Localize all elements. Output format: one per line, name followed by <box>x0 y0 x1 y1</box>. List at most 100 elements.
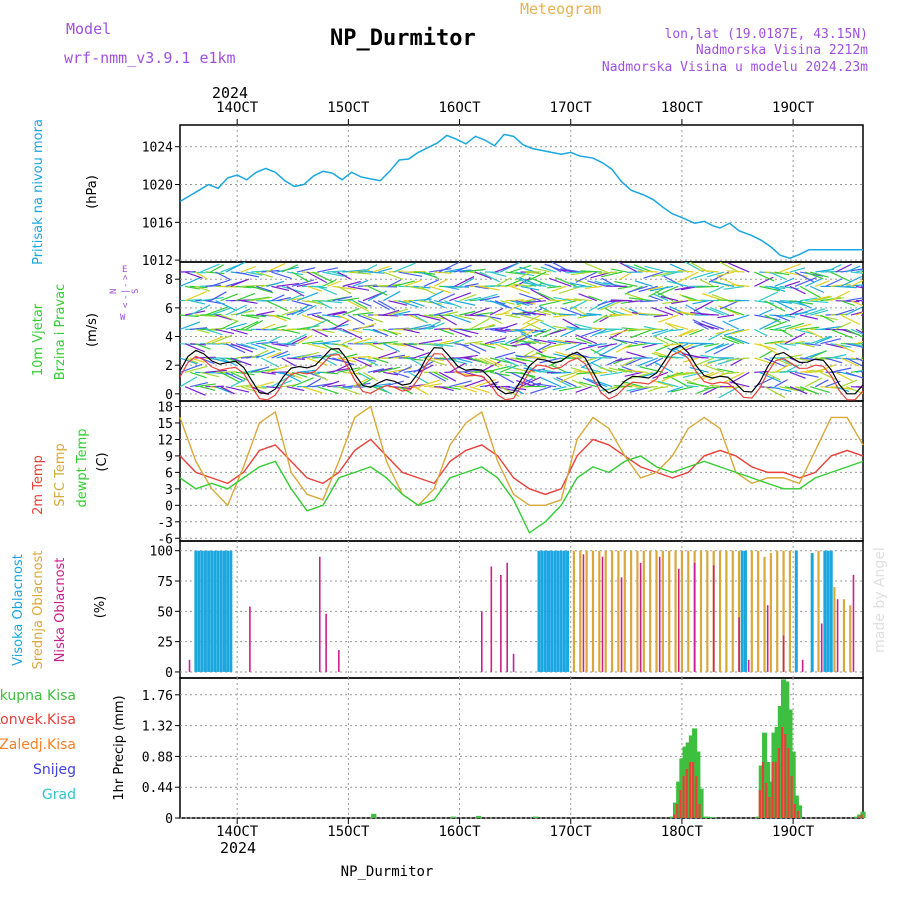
wind-barb <box>657 380 679 388</box>
wind-barb <box>533 309 552 316</box>
wind-barb <box>413 386 429 396</box>
wind-barb <box>479 314 502 320</box>
low-cloud-bar <box>620 577 623 672</box>
wind-barb <box>434 327 451 330</box>
wind-barb <box>540 355 557 359</box>
conv-precip-bar <box>672 814 676 818</box>
wind-barb <box>830 290 850 302</box>
wind-barb <box>708 285 725 294</box>
wind-barb <box>769 386 792 393</box>
wind-barb <box>271 294 285 302</box>
total-precip-bar <box>790 751 796 818</box>
wind-barb <box>388 354 406 359</box>
wind-barb <box>754 370 769 373</box>
wind-barb <box>251 314 266 318</box>
wind-barb <box>769 285 786 293</box>
wind-barb <box>573 370 592 373</box>
wind-barb <box>539 376 562 388</box>
wind-barb <box>286 285 305 297</box>
wind-barb <box>266 365 290 373</box>
wind-barb <box>731 284 750 287</box>
wind-barb <box>536 343 552 352</box>
total-precip-bar <box>774 727 780 818</box>
wind-barb <box>562 318 582 330</box>
wind-barb <box>779 386 799 392</box>
wind-barb <box>200 296 224 302</box>
low-cloud-bar <box>782 635 785 672</box>
low-cloud-bar <box>338 650 340 672</box>
wind-barb <box>367 285 388 296</box>
wind-barb <box>449 269 472 273</box>
wind-barb <box>601 271 623 278</box>
wind-barb <box>403 369 422 373</box>
wind-barb <box>489 328 507 333</box>
high-cloud-bar <box>566 550 570 672</box>
wind-barb <box>342 307 360 316</box>
wind-barb <box>327 310 346 316</box>
wind-barb <box>716 299 735 302</box>
wind-barb <box>515 277 537 287</box>
wind-barb <box>413 298 432 302</box>
conv-precip-bar <box>758 790 761 818</box>
temp-unit: (C) <box>95 452 110 471</box>
wind-barb <box>630 328 653 339</box>
wind-barb <box>724 386 745 389</box>
wind-barb <box>552 386 567 391</box>
wind-barb <box>779 263 801 273</box>
wind-barb <box>624 369 648 373</box>
wind-barb <box>479 271 500 283</box>
total-precip-bar <box>796 805 803 818</box>
y-tick-label: 25 <box>157 636 173 651</box>
wind-barb <box>835 263 853 273</box>
wind-barb <box>840 300 855 307</box>
wind-barb <box>235 384 253 388</box>
wind-barb <box>423 314 446 320</box>
wind-barb <box>548 299 567 302</box>
wind-barb <box>845 343 863 348</box>
mid-cloud-bar <box>598 550 601 672</box>
wind-barb <box>378 267 393 273</box>
bottom-date-ticks: 14OCT 15OCT 16OCT 17OCT 18OCT 19OCT <box>216 824 815 840</box>
wind-barb <box>322 380 340 388</box>
wind-barb <box>245 271 263 276</box>
mid-cloud-bar <box>591 550 595 672</box>
wind-barb <box>189 304 211 316</box>
wind-barb <box>794 357 811 362</box>
top-date-ticks: 14OCT 15OCT 16OCT 17OCT 18OCT 19OCT <box>216 100 815 116</box>
low-cloud-bar <box>738 617 740 672</box>
wind-barb <box>266 300 289 312</box>
wind-barb <box>830 271 852 283</box>
wind-barb <box>564 340 587 345</box>
total-precip-bar <box>682 746 688 818</box>
wind-barb <box>784 322 805 330</box>
footer-title: NP_Durmitor <box>341 864 434 880</box>
wind-barb <box>623 383 638 388</box>
mid-cloud-bar <box>788 550 792 672</box>
wind-barb <box>789 371 806 379</box>
wind-barb <box>261 323 276 330</box>
wind-barb <box>533 338 557 345</box>
wind-barb <box>835 308 855 316</box>
wind-barb <box>698 323 719 330</box>
wind-barb <box>393 280 415 287</box>
wind-barb <box>525 297 543 302</box>
wind-barb <box>578 293 598 302</box>
wind-barb <box>633 264 653 273</box>
wind-barb <box>538 305 557 316</box>
wind-barb <box>700 354 719 359</box>
wind-barb <box>428 371 447 382</box>
high-cloud-bar <box>562 550 566 672</box>
wind-barb <box>250 343 267 350</box>
wind-barb <box>707 357 730 364</box>
low-cloud-bar <box>249 606 251 672</box>
wind-barb <box>607 357 623 366</box>
y-tick-label: 0 <box>165 388 173 403</box>
wind-barb <box>342 280 361 287</box>
conv-precip-bar <box>777 748 781 818</box>
wind-barb <box>774 271 790 276</box>
wind-barb <box>383 271 404 280</box>
high-cloud-bar <box>550 550 554 672</box>
wind-barb <box>306 285 323 292</box>
wind-barb <box>700 313 719 316</box>
wind-barb <box>558 285 582 295</box>
